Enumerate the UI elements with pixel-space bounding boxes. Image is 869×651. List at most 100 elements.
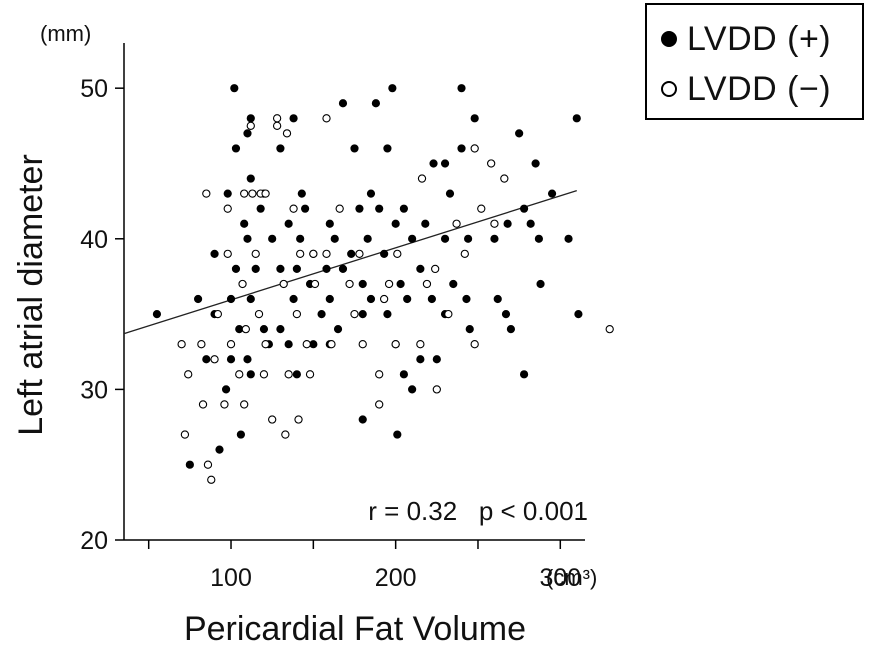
data-point xyxy=(333,325,343,334)
data-point xyxy=(296,249,305,258)
data-point xyxy=(226,355,236,364)
data-point xyxy=(279,279,288,289)
axis-labels: (mm) (cm³) Pericardial Fat Volume Left atri… xyxy=(12,21,597,648)
data-point xyxy=(358,340,367,349)
data-point xyxy=(309,249,318,258)
data-point xyxy=(240,400,249,409)
data-point xyxy=(322,114,331,123)
data-point xyxy=(416,355,425,364)
data-point xyxy=(457,84,466,93)
data-point xyxy=(375,370,384,379)
legend-item-lvdd-negative: LVDD (−) xyxy=(661,67,831,111)
data-point xyxy=(470,144,479,153)
data-point xyxy=(399,204,408,213)
x-unit-label: (cm³) xyxy=(546,565,597,590)
data-point xyxy=(391,219,400,228)
data-point xyxy=(261,340,270,349)
stats-annotation: r = 0.32 p < 0.001 xyxy=(368,496,588,526)
data-point xyxy=(534,234,544,243)
data-point xyxy=(231,264,241,274)
data-point xyxy=(289,204,298,213)
data-point xyxy=(272,114,282,123)
data-point xyxy=(276,264,285,274)
data-point xyxy=(282,129,292,138)
data-point xyxy=(388,84,397,93)
data-point xyxy=(393,430,402,439)
data-point xyxy=(380,249,389,258)
data-point xyxy=(230,84,239,93)
data-point xyxy=(243,234,252,243)
data-point xyxy=(350,309,359,319)
data-point xyxy=(236,430,245,439)
data-point xyxy=(427,294,436,304)
data-point xyxy=(235,370,244,379)
data-point xyxy=(536,279,545,289)
data-point xyxy=(223,249,232,258)
data-point xyxy=(526,219,535,228)
data-point xyxy=(261,189,270,198)
data-point xyxy=(210,249,219,258)
data-point xyxy=(327,340,336,349)
data-point xyxy=(358,415,367,424)
data-point xyxy=(572,114,581,123)
data-point xyxy=(177,340,186,349)
series-lvdd-negative xyxy=(177,114,614,484)
data-point xyxy=(347,249,356,258)
data-point xyxy=(470,114,479,123)
data-point xyxy=(251,264,260,274)
data-point xyxy=(477,204,486,213)
data-points xyxy=(152,84,614,484)
data-point xyxy=(198,400,208,409)
data-point xyxy=(259,325,269,334)
data-point xyxy=(531,159,540,168)
data-point xyxy=(501,309,511,319)
data-point xyxy=(408,385,417,394)
data-point xyxy=(185,460,194,469)
data-point xyxy=(301,204,310,213)
data-point xyxy=(460,249,469,258)
data-point xyxy=(246,294,255,304)
data-point xyxy=(322,249,331,258)
data-point xyxy=(503,219,512,228)
data-point xyxy=(268,234,277,243)
data-point xyxy=(421,219,430,228)
data-point xyxy=(284,370,293,379)
data-point xyxy=(399,370,408,379)
data-point xyxy=(403,294,412,304)
data-point xyxy=(345,279,354,289)
open-circle-icon xyxy=(661,81,677,97)
data-point xyxy=(564,234,573,243)
data-point xyxy=(515,129,524,138)
x-tick-label: 300 xyxy=(539,564,581,592)
data-point xyxy=(375,204,384,213)
data-point xyxy=(429,159,438,168)
data-point xyxy=(383,144,392,153)
data-point xyxy=(383,309,392,319)
data-point xyxy=(268,415,277,424)
data-point xyxy=(574,309,583,319)
legend-label: LVDD (+) xyxy=(687,19,832,58)
data-point xyxy=(470,340,479,349)
data-point xyxy=(240,219,249,228)
data-point xyxy=(223,204,232,213)
data-point xyxy=(180,430,190,439)
data-point xyxy=(254,309,264,319)
data-point xyxy=(202,355,211,364)
data-point xyxy=(330,234,339,243)
data-point xyxy=(243,355,252,364)
data-point xyxy=(396,279,405,289)
data-point xyxy=(197,340,206,349)
y-tick-label: 40 xyxy=(80,226,108,254)
data-point xyxy=(465,325,474,334)
axes: 20 30 40 50 100 200 300 xyxy=(80,43,585,592)
data-point xyxy=(246,370,255,379)
data-point xyxy=(226,340,236,349)
data-point xyxy=(422,279,432,289)
data-point xyxy=(284,219,293,228)
y-axis-title: Left atrial diameter xyxy=(12,154,50,436)
data-point xyxy=(276,144,285,153)
data-point xyxy=(272,121,282,130)
data-point xyxy=(213,309,222,319)
data-point xyxy=(152,309,162,319)
x-tick-label: 100 xyxy=(210,564,252,592)
